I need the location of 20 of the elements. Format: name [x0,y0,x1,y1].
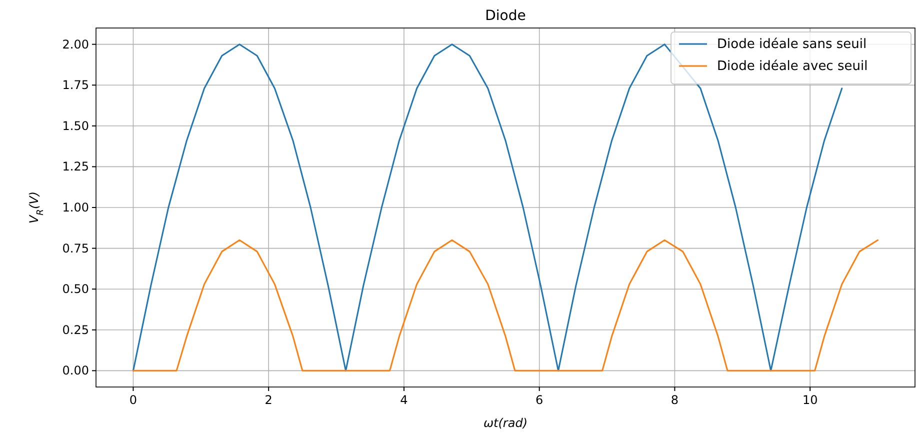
y-tick-label: 0.75 [62,241,89,256]
y-tick-label: 1.50 [62,118,89,133]
y-tick-label: 1.00 [62,200,89,214]
x-tick-label: 4 [400,393,408,407]
x-tick-label: 8 [670,393,679,407]
x-tick-label: 2 [264,393,272,407]
x-tick-label: 0 [129,393,138,407]
y-tick-label: 0.00 [62,364,89,378]
y-tick-label: 2.00 [62,37,89,52]
y-tick-label: 0.25 [62,322,89,337]
y-tick-label: 0.50 [62,282,89,296]
x-tick-label: 10 [802,393,818,407]
legend-label: Diode idéale sans seuil [717,37,867,52]
y-tick-label: 1.75 [62,78,89,92]
line-series [132,239,879,372]
x-tick-label: 6 [536,393,544,407]
legend-label: Diode idéale avec seuil [717,59,868,74]
y-tick-label: 1.25 [62,160,89,174]
chart-title: Diode [485,8,526,24]
x-axis-title: ωt(rad) [483,416,528,430]
